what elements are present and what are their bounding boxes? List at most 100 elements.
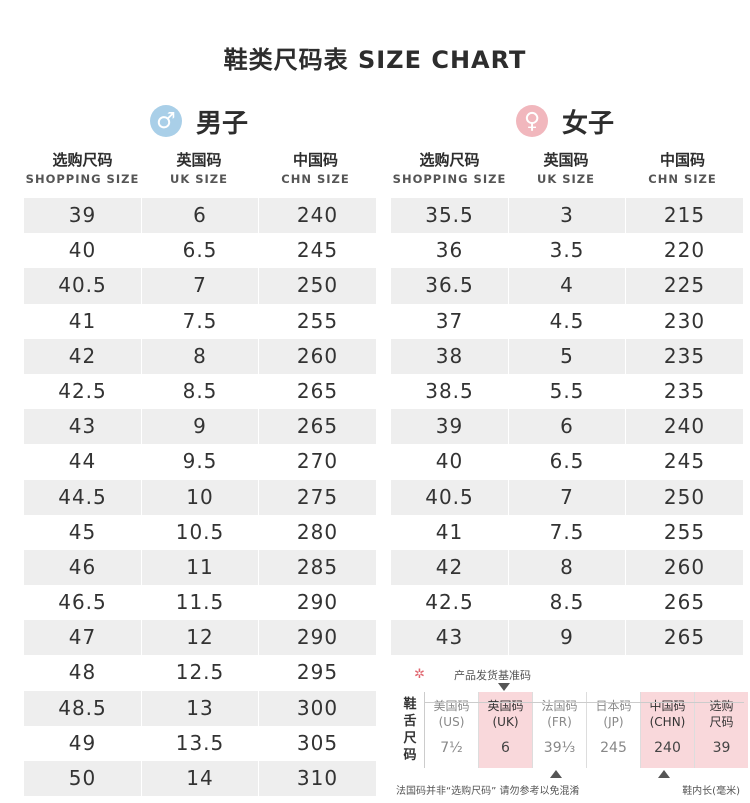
chn-size-cell: 240 — [663, 414, 706, 439]
shopping-size-cell: 48.5 — [24, 690, 142, 726]
uk-size-cell: 9 — [509, 620, 626, 656]
chn-size-cell: 265 — [296, 414, 339, 439]
women-label: 女子 — [562, 108, 615, 139]
uk-size-cell: 7 — [142, 268, 259, 304]
uk-size-cell: 5.5 — [509, 373, 626, 410]
women-size-table: 35.5 3 215 36 3.5 220 36.5 4 225 37 4.5 230 38 5 235 38… — [391, 198, 743, 656]
uk-size-cell: 3 — [509, 198, 626, 234]
column-label: 美国码 — [433, 699, 470, 713]
table-row: 44.5 10 275 — [24, 479, 376, 515]
shopping-size-cell: 46.5 — [24, 585, 142, 621]
column-sublabel: 尺码 — [709, 715, 734, 729]
uk-size-cell: 6 — [509, 409, 626, 445]
women-header-chn-size: 中国码 CHN SIZE — [624, 150, 741, 188]
table-row: 37 4.5 230 — [391, 303, 743, 339]
uk-size-cell: 6 — [142, 198, 259, 234]
chn-size-cell: 310 — [296, 766, 339, 790]
shopping-size-cell: 38 — [391, 338, 509, 374]
chn-size-cell: 255 — [663, 519, 706, 544]
table-row: 45 10.5 280 — [24, 514, 376, 550]
pointer-arrow-icon — [658, 770, 670, 778]
table-row: 47 12 290 — [24, 620, 376, 656]
shopping-size-cell: 39 — [391, 409, 509, 445]
men-label: 男子 — [196, 108, 249, 139]
shopping-size-cell: 50 — [24, 761, 142, 797]
table-row: 38.5 5.5 235 — [391, 373, 743, 410]
column-value: 240 — [654, 740, 681, 756]
men-header-uk-size: 英国码 UK SIZE — [141, 150, 257, 188]
uk-size-cell: 12 — [142, 620, 259, 656]
header-en: UK SIZE — [536, 172, 595, 186]
column-value: 245 — [600, 740, 627, 756]
shopping-size-cell: 42 — [24, 338, 142, 374]
women-table-header: 选购尺码 SHOPPING SIZE 英国码 UK SIZE 中国码 CHN S… — [391, 150, 741, 188]
shopping-size-cell: 38.5 — [391, 373, 509, 410]
tongue-label-side-title: 鞋 舌 尺 码 — [396, 692, 425, 768]
header-en: SHOPPING SIZE — [392, 172, 507, 186]
table-row: 36.5 4 225 — [391, 268, 743, 304]
header-cn: 中国码 — [292, 151, 338, 169]
chn-size-cell: 235 — [663, 343, 706, 368]
chn-size-cell: 295 — [296, 660, 339, 685]
uk-size-cell: 4.5 — [509, 303, 626, 339]
shopping-size-cell: 36.5 — [391, 268, 509, 304]
uk-size-cell: 13 — [142, 690, 259, 726]
shopping-size-cell: 45 — [24, 514, 142, 550]
table-row: 42 8 260 — [391, 549, 743, 586]
column-sublabel: (CHN) — [649, 715, 686, 729]
chn-size-cell: 300 — [296, 695, 339, 720]
side-char: 码 — [403, 748, 417, 763]
header-cn: 选购尺码 — [419, 151, 480, 169]
male-symbol-icon: ♂ — [150, 105, 182, 137]
shopping-size-cell: 42.5 — [391, 585, 509, 621]
shopping-size-cell: 37 — [391, 303, 509, 339]
uk-size-cell: 12.5 — [142, 655, 259, 691]
chn-size-cell: 265 — [296, 378, 339, 403]
tongue-label-column: 英国码 (UK) 6 — [479, 692, 533, 768]
table-row: 48.5 13 300 — [24, 690, 376, 726]
column-value: 7½ — [440, 740, 463, 756]
table-row: 46.5 11.5 290 — [24, 585, 376, 621]
shopping-size-cell: 46 — [24, 549, 142, 586]
header-cn: 英国码 — [543, 151, 589, 169]
table-row: 39 6 240 — [24, 198, 376, 234]
table-row: 41 7.5 255 — [24, 303, 376, 339]
table-row: 42.5 8.5 265 — [24, 373, 376, 410]
uk-size-cell: 8.5 — [142, 373, 259, 410]
uk-size-cell: 14 — [142, 761, 259, 797]
chn-size-cell: 305 — [296, 730, 339, 755]
tongue-label-column: 法国码 (FR) 39⅓ — [533, 692, 587, 768]
table-row: 50 14 310 — [24, 761, 376, 797]
tongue-label-grid: 鞋 舌 尺 码 美国码 (US) 7½ 英国码 (UK) 6 法国码 (FR) 39⅓ 日本码 (J… — [396, 692, 748, 768]
tongue-label-column: 日本码 (JP) 245 — [587, 692, 641, 768]
shopping-size-cell: 47 — [24, 620, 142, 656]
shopping-size-cell: 44.5 — [24, 479, 142, 515]
chn-size-cell: 265 — [663, 625, 706, 650]
pointer-arrow-icon — [550, 770, 562, 778]
table-row: 46 11 285 — [24, 549, 376, 586]
uk-size-cell: 4 — [509, 268, 626, 304]
women-section-heading: ♀ 女子 — [516, 103, 614, 139]
header-cn: 选购尺码 — [52, 151, 113, 169]
header-en: SHOPPING SIZE — [25, 172, 140, 186]
shopping-size-cell: 39 — [24, 198, 142, 234]
column-label: 日本码 — [595, 699, 632, 713]
chn-size-cell: 280 — [296, 519, 339, 544]
chn-size-cell: 260 — [296, 343, 339, 368]
shopping-size-cell: 40.5 — [24, 268, 142, 304]
uk-size-cell: 8 — [142, 338, 259, 374]
pointer-arrow-icon — [498, 683, 510, 691]
chn-size-cell: 245 — [296, 238, 339, 263]
tongue-label-column: 美国码 (US) 7½ — [425, 692, 479, 768]
chn-size-cell: 285 — [296, 554, 339, 579]
chn-size-cell: 290 — [296, 590, 339, 615]
table-row: 35.5 3 215 — [391, 198, 743, 234]
side-char: 尺 — [403, 731, 417, 746]
insole-length-note: 鞋内长(毫米) — [682, 786, 740, 797]
header-cn: 英国码 — [176, 151, 222, 169]
column-sublabel: (JP) — [603, 715, 624, 729]
chn-size-cell: 215 — [663, 203, 706, 227]
side-char: 舌 — [403, 714, 417, 729]
uk-size-cell: 3.5 — [509, 233, 626, 269]
uk-size-cell: 7.5 — [142, 303, 259, 339]
